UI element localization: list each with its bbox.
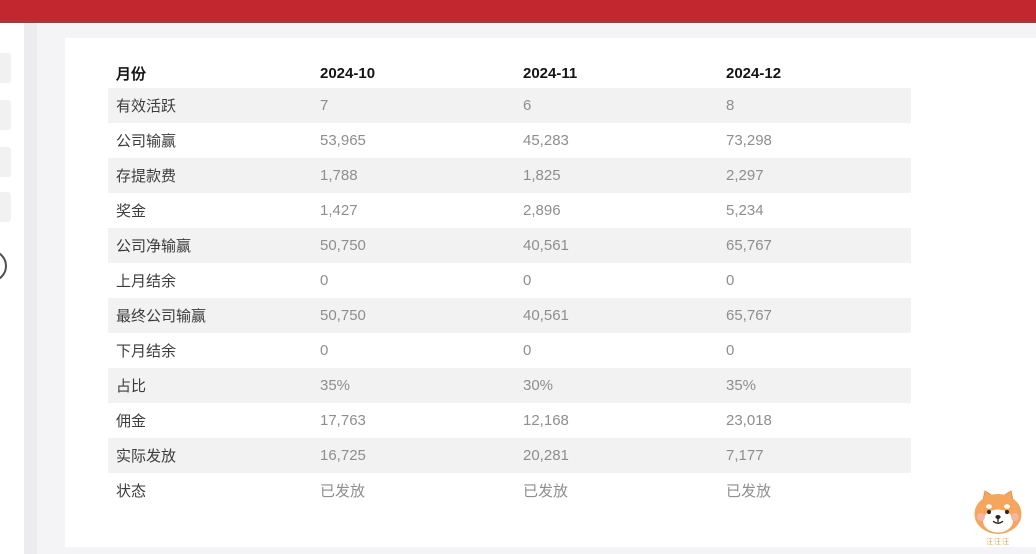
table-row: 公司净输赢 50,750 40,561 65,767 xyxy=(108,228,911,263)
cell-value: 40,561 xyxy=(523,228,726,263)
table-row: 佣金 17,763 12,168 23,018 xyxy=(108,403,911,438)
cell-value: 0 xyxy=(523,342,532,359)
cell-value: 20,281 xyxy=(523,438,726,473)
column-header-1: 2024-10 xyxy=(320,64,376,82)
sidebar-item-placeholder[interactable] xyxy=(0,53,11,83)
cell-value: 1,825 xyxy=(523,158,726,193)
table-header-row: 月份 2024-10 2024-11 2024-12 xyxy=(108,58,911,88)
sidebar-item-placeholder[interactable] xyxy=(0,147,11,177)
row-label: 占比 xyxy=(108,368,320,403)
cell-value: 7,177 xyxy=(726,438,911,473)
table-row: 实际发放 16,725 20,281 7,177 xyxy=(108,438,911,473)
report-card: 月份 2024-10 2024-11 2024-12 有效活跃 7 6 8 公司输赢 53,96… xyxy=(65,38,1036,547)
cell-value: 53,965 xyxy=(320,132,366,149)
cell-value: 已发放 xyxy=(320,483,366,500)
table-row: 下月结余 0 0 0 xyxy=(108,333,911,368)
cell-value: 45,283 xyxy=(523,132,569,149)
row-label: 佣金 xyxy=(116,413,147,430)
table-row: 公司输赢 53,965 45,283 73,298 xyxy=(108,123,911,158)
cell-value: 0 xyxy=(320,272,329,289)
cell-value: 已发放 xyxy=(523,483,569,500)
cell-value: 5,234 xyxy=(726,202,764,219)
cell-value: 73,298 xyxy=(726,132,772,149)
top-accent-bar xyxy=(0,0,1036,23)
cell-value: 12,168 xyxy=(523,412,569,429)
column-header-2: 2024-11 xyxy=(523,64,578,82)
cell-value: 0 xyxy=(523,272,532,289)
column-header-0: 月份 xyxy=(116,65,147,83)
row-label: 最终公司输赢 xyxy=(108,298,320,333)
column-header-3: 2024-12 xyxy=(726,64,782,82)
cell-value: 40,561 xyxy=(523,298,726,333)
sidebar-toggle-button[interactable] xyxy=(0,250,7,282)
table-row: 状态 已发放 已发放 已发放 xyxy=(108,473,911,508)
row-label: 状态 xyxy=(116,483,147,500)
row-label: 下月结余 xyxy=(116,343,177,360)
table-row: 最终公司输赢 50,750 40,561 65,767 xyxy=(108,298,911,333)
cell-value: 2,297 xyxy=(726,158,911,193)
cell-value: 0 xyxy=(320,342,329,359)
cell-value: 65,767 xyxy=(726,298,911,333)
cell-value: 16,725 xyxy=(320,438,523,473)
row-label: 公司输赢 xyxy=(116,133,177,150)
cell-value: 50,750 xyxy=(320,228,523,263)
shiba-dog-icon xyxy=(974,490,1022,534)
row-label: 上月结余 xyxy=(116,273,177,290)
cell-value: 8 xyxy=(726,88,911,123)
cell-value: 0 xyxy=(726,342,735,359)
cell-value: 30% xyxy=(523,368,726,403)
table-row: 占比 35% 30% 35% xyxy=(108,368,911,403)
cell-value: 7 xyxy=(320,88,523,123)
sidebar xyxy=(0,23,24,554)
cell-value: 1,788 xyxy=(320,158,523,193)
cell-value: 0 xyxy=(726,272,735,289)
cell-value: 35% xyxy=(320,368,523,403)
table-row: 有效活跃 7 6 8 xyxy=(108,88,911,123)
sidebar-item-placeholder[interactable] xyxy=(0,100,11,130)
scrollbar-track[interactable] xyxy=(24,23,37,554)
row-label: 实际发放 xyxy=(108,438,320,473)
cell-value: 50,750 xyxy=(320,298,523,333)
row-label: 公司净输赢 xyxy=(108,228,320,263)
monthly-report-table: 月份 2024-10 2024-11 2024-12 有效活跃 7 6 8 公司输赢 53,96… xyxy=(108,58,911,508)
cell-value: 已发放 xyxy=(726,483,772,500)
cell-value: 35% xyxy=(726,368,911,403)
cell-value: 65,767 xyxy=(726,228,911,263)
mascot-widget[interactable]: 汪汪汪 xyxy=(972,489,1024,547)
cell-value: 6 xyxy=(523,88,726,123)
row-label: 存提款费 xyxy=(108,158,320,193)
table-row: 存提款费 1,788 1,825 2,297 xyxy=(108,158,911,193)
row-label: 有效活跃 xyxy=(108,88,320,123)
cell-value: 23,018 xyxy=(726,412,772,429)
sidebar-item-placeholder[interactable] xyxy=(0,192,11,222)
table-row: 上月结余 0 0 0 xyxy=(108,263,911,298)
cell-value: 17,763 xyxy=(320,412,366,429)
table-row: 奖金 1,427 2,896 5,234 xyxy=(108,193,911,228)
cell-value: 1,427 xyxy=(320,202,358,219)
row-label: 奖金 xyxy=(116,203,147,220)
mascot-caption: 汪汪汪 xyxy=(986,539,1010,546)
cell-value: 2,896 xyxy=(523,202,561,219)
